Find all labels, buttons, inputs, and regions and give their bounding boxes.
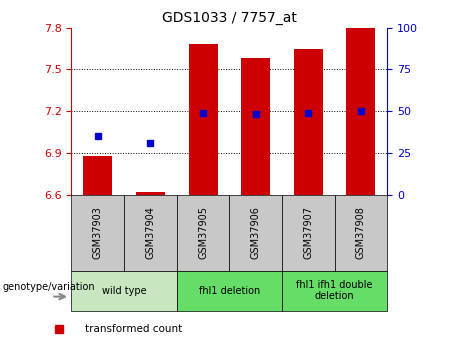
Text: GSM37905: GSM37905: [198, 206, 208, 259]
Bar: [71, 271, 177, 310]
Bar: [71, 195, 124, 271]
Bar: [294, 49, 323, 195]
Title: GDS1033 / 7757_at: GDS1033 / 7757_at: [162, 11, 297, 25]
Bar: [282, 195, 335, 271]
Text: transformed count: transformed count: [84, 324, 182, 334]
Bar: [177, 271, 282, 310]
Bar: [189, 44, 218, 195]
Bar: [229, 195, 282, 271]
Bar: [241, 58, 270, 195]
Text: wild type: wild type: [102, 286, 147, 296]
Text: fhl1 deletion: fhl1 deletion: [199, 286, 260, 296]
Bar: [83, 156, 112, 195]
Text: GSM37906: GSM37906: [251, 206, 260, 259]
Bar: [136, 192, 165, 195]
Text: fhl1 ifh1 double
deletion: fhl1 ifh1 double deletion: [296, 280, 373, 302]
Text: genotype/variation: genotype/variation: [2, 282, 95, 292]
Text: GSM37904: GSM37904: [145, 206, 155, 259]
Bar: [282, 271, 387, 310]
Text: GSM37907: GSM37907: [303, 206, 313, 259]
Bar: [177, 195, 229, 271]
Bar: [124, 195, 177, 271]
Text: GSM37908: GSM37908: [356, 206, 366, 259]
Bar: [347, 28, 375, 195]
Text: GSM37903: GSM37903: [93, 206, 103, 259]
Bar: [335, 195, 387, 271]
